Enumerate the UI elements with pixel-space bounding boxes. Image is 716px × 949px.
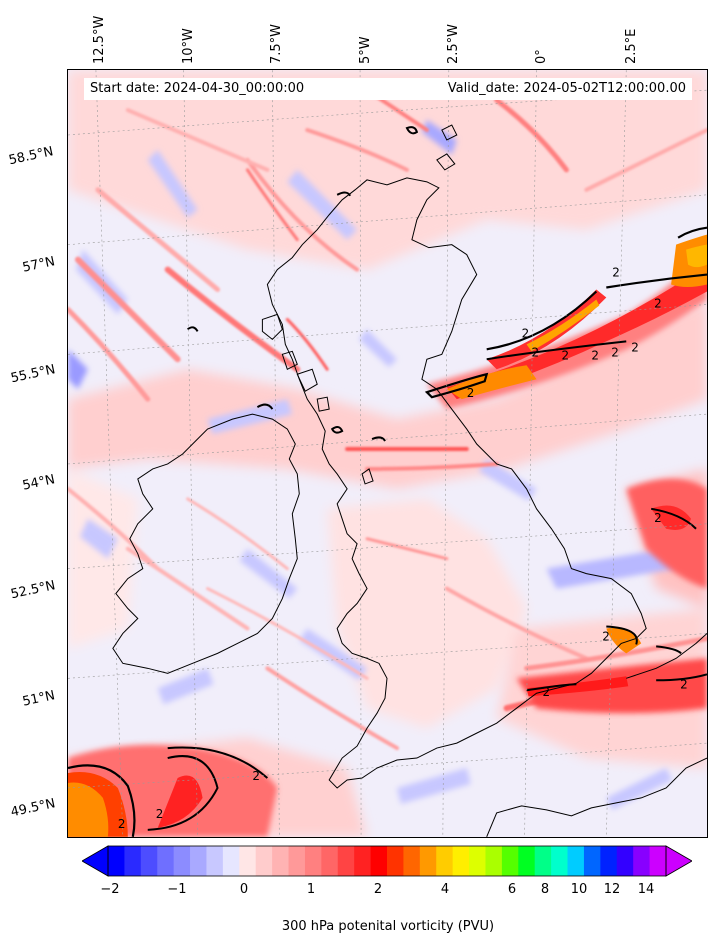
- pv-streaks: [68, 88, 707, 811]
- contour-label: 2: [252, 769, 260, 783]
- potential-vorticity-field: 2 2 2 2 2 2 2 2 2 2 2 2 2 2 2 2: [68, 70, 707, 837]
- colorbar-tick: 10: [570, 882, 588, 897]
- contour-label: 2: [532, 345, 540, 359]
- colorbar-extend-min: [82, 845, 109, 877]
- valid-date: Valid_date: 2024-05-02T12:00:00.00: [447, 81, 686, 96]
- colorbar-cell: [436, 846, 454, 876]
- colorbar-cell: [485, 846, 503, 876]
- colorbar-cell: [600, 846, 618, 876]
- colorbar-cell: [108, 846, 125, 876]
- date-info-bar: Start date: 2024-04-30_00:00:00 Valid_da…: [84, 78, 692, 100]
- colorbar-tick: 1: [306, 882, 316, 897]
- lat-label-51n: 51°N: [21, 688, 57, 710]
- colorbar-cell: [616, 846, 634, 876]
- contour-label: 2: [602, 629, 610, 643]
- contour-labels: 2 2 2 2 2 2 2 2 2 2 2 2 2 2 2 2: [118, 266, 688, 831]
- lon-label-2-5w: 2.5°W: [446, 23, 461, 64]
- start-date: Start date: 2024-04-30_00:00:00: [90, 81, 305, 96]
- colorbar-cell: [255, 846, 273, 876]
- colorbar-tick: 12: [603, 882, 621, 897]
- coastlines: [112, 124, 707, 837]
- map-panel[interactable]: 2 2 2 2 2 2 2 2 2 2 2 2 2 2 2 2 Start da…: [67, 69, 708, 838]
- colorbar-cell: [469, 846, 486, 876]
- pv-blob-east: [626, 478, 707, 589]
- lat-label-55-5n: 55.5°N: [9, 362, 57, 387]
- contour-label: 2: [118, 817, 126, 831]
- contour-label: 2: [561, 348, 569, 362]
- colorbar-cell: [288, 846, 306, 876]
- colorbar-cell: [124, 846, 142, 876]
- colorbar-cells: [108, 846, 667, 876]
- contour-label: 2: [612, 266, 620, 280]
- colorbar-cell: [387, 846, 404, 876]
- colorbar-cell: [321, 846, 339, 876]
- colorbar-cell: [206, 846, 224, 876]
- colorbar-cell: [304, 846, 322, 876]
- colorbar-cell: [157, 846, 175, 876]
- colorbar-cell: [190, 846, 207, 876]
- contour-label: 2: [156, 807, 164, 821]
- pv-band-southeast: [516, 625, 707, 714]
- colorbar: [82, 845, 692, 877]
- colorbar-tick: 0: [239, 882, 249, 897]
- colorbar-cell: [518, 846, 536, 876]
- colorbar-cell: [419, 846, 437, 876]
- lon-label-0: 0°: [534, 49, 549, 64]
- lat-label-49-5n: 49.5°N: [9, 796, 57, 821]
- graticule: [68, 70, 707, 837]
- colorbar-cell: [337, 846, 355, 876]
- colorbar-cell: [140, 846, 158, 876]
- colorbar-cell: [403, 846, 421, 876]
- colorbar-outline: [107, 845, 667, 877]
- colorbar-cell: [370, 846, 388, 876]
- colorbar-cell: [173, 846, 191, 876]
- colorbar-tick: 14: [637, 882, 655, 897]
- colorbar-tick: 4: [440, 882, 450, 897]
- colorbar-extend-max: [665, 845, 692, 877]
- colorbar-label: 300 hPa potenital vorticity (PVU): [281, 919, 495, 934]
- colorbar-tick: −1: [167, 882, 187, 897]
- colorbar-cell: [583, 846, 601, 876]
- contour-label: 2: [654, 296, 662, 310]
- colorbar-cell: [551, 846, 568, 876]
- contour-label: 2: [591, 348, 599, 362]
- colorbar-cell: [501, 846, 519, 876]
- lon-label-7-5w: 7.5°W: [269, 23, 284, 64]
- lon-label-12-5w: 12.5°W: [92, 15, 107, 64]
- colorbar-cell: [567, 846, 585, 876]
- colorbar-tick: 8: [540, 882, 550, 897]
- lon-label-10w: 10°W: [181, 28, 196, 64]
- contour-label: 2: [543, 685, 551, 699]
- colorbar-cell: [354, 846, 371, 876]
- contour-label: 2: [611, 345, 619, 359]
- colorbar-cell: [222, 846, 240, 876]
- contour-label: 2: [522, 326, 530, 340]
- contour-label: 2: [631, 340, 639, 354]
- lat-label-52-5n: 52.5°N: [9, 578, 57, 603]
- colorbar-tick: 2: [373, 882, 383, 897]
- colorbar-cell: [452, 846, 470, 876]
- colorbar-tick: −2: [100, 882, 120, 897]
- lon-label-2-5e: 2.5°E: [624, 28, 639, 64]
- colorbar-cell: [633, 846, 650, 876]
- lat-label-54n: 54°N: [21, 472, 57, 494]
- colorbar-cell: [239, 846, 257, 876]
- contour-label: 2: [680, 677, 688, 691]
- colorbar-cell: [534, 846, 552, 876]
- lat-label-57n: 57°N: [21, 254, 57, 276]
- colorbar-cell: [272, 846, 289, 876]
- contour-label: 2: [467, 386, 475, 400]
- colorbar-tick: 6: [507, 882, 517, 897]
- contour-label: 2: [654, 511, 662, 525]
- lat-label-58-5n: 58.5°N: [7, 144, 55, 169]
- colorbar-cell: [649, 846, 667, 876]
- lon-label-5w: 5°W: [358, 36, 373, 64]
- pv-jet-band-north: [424, 226, 707, 410]
